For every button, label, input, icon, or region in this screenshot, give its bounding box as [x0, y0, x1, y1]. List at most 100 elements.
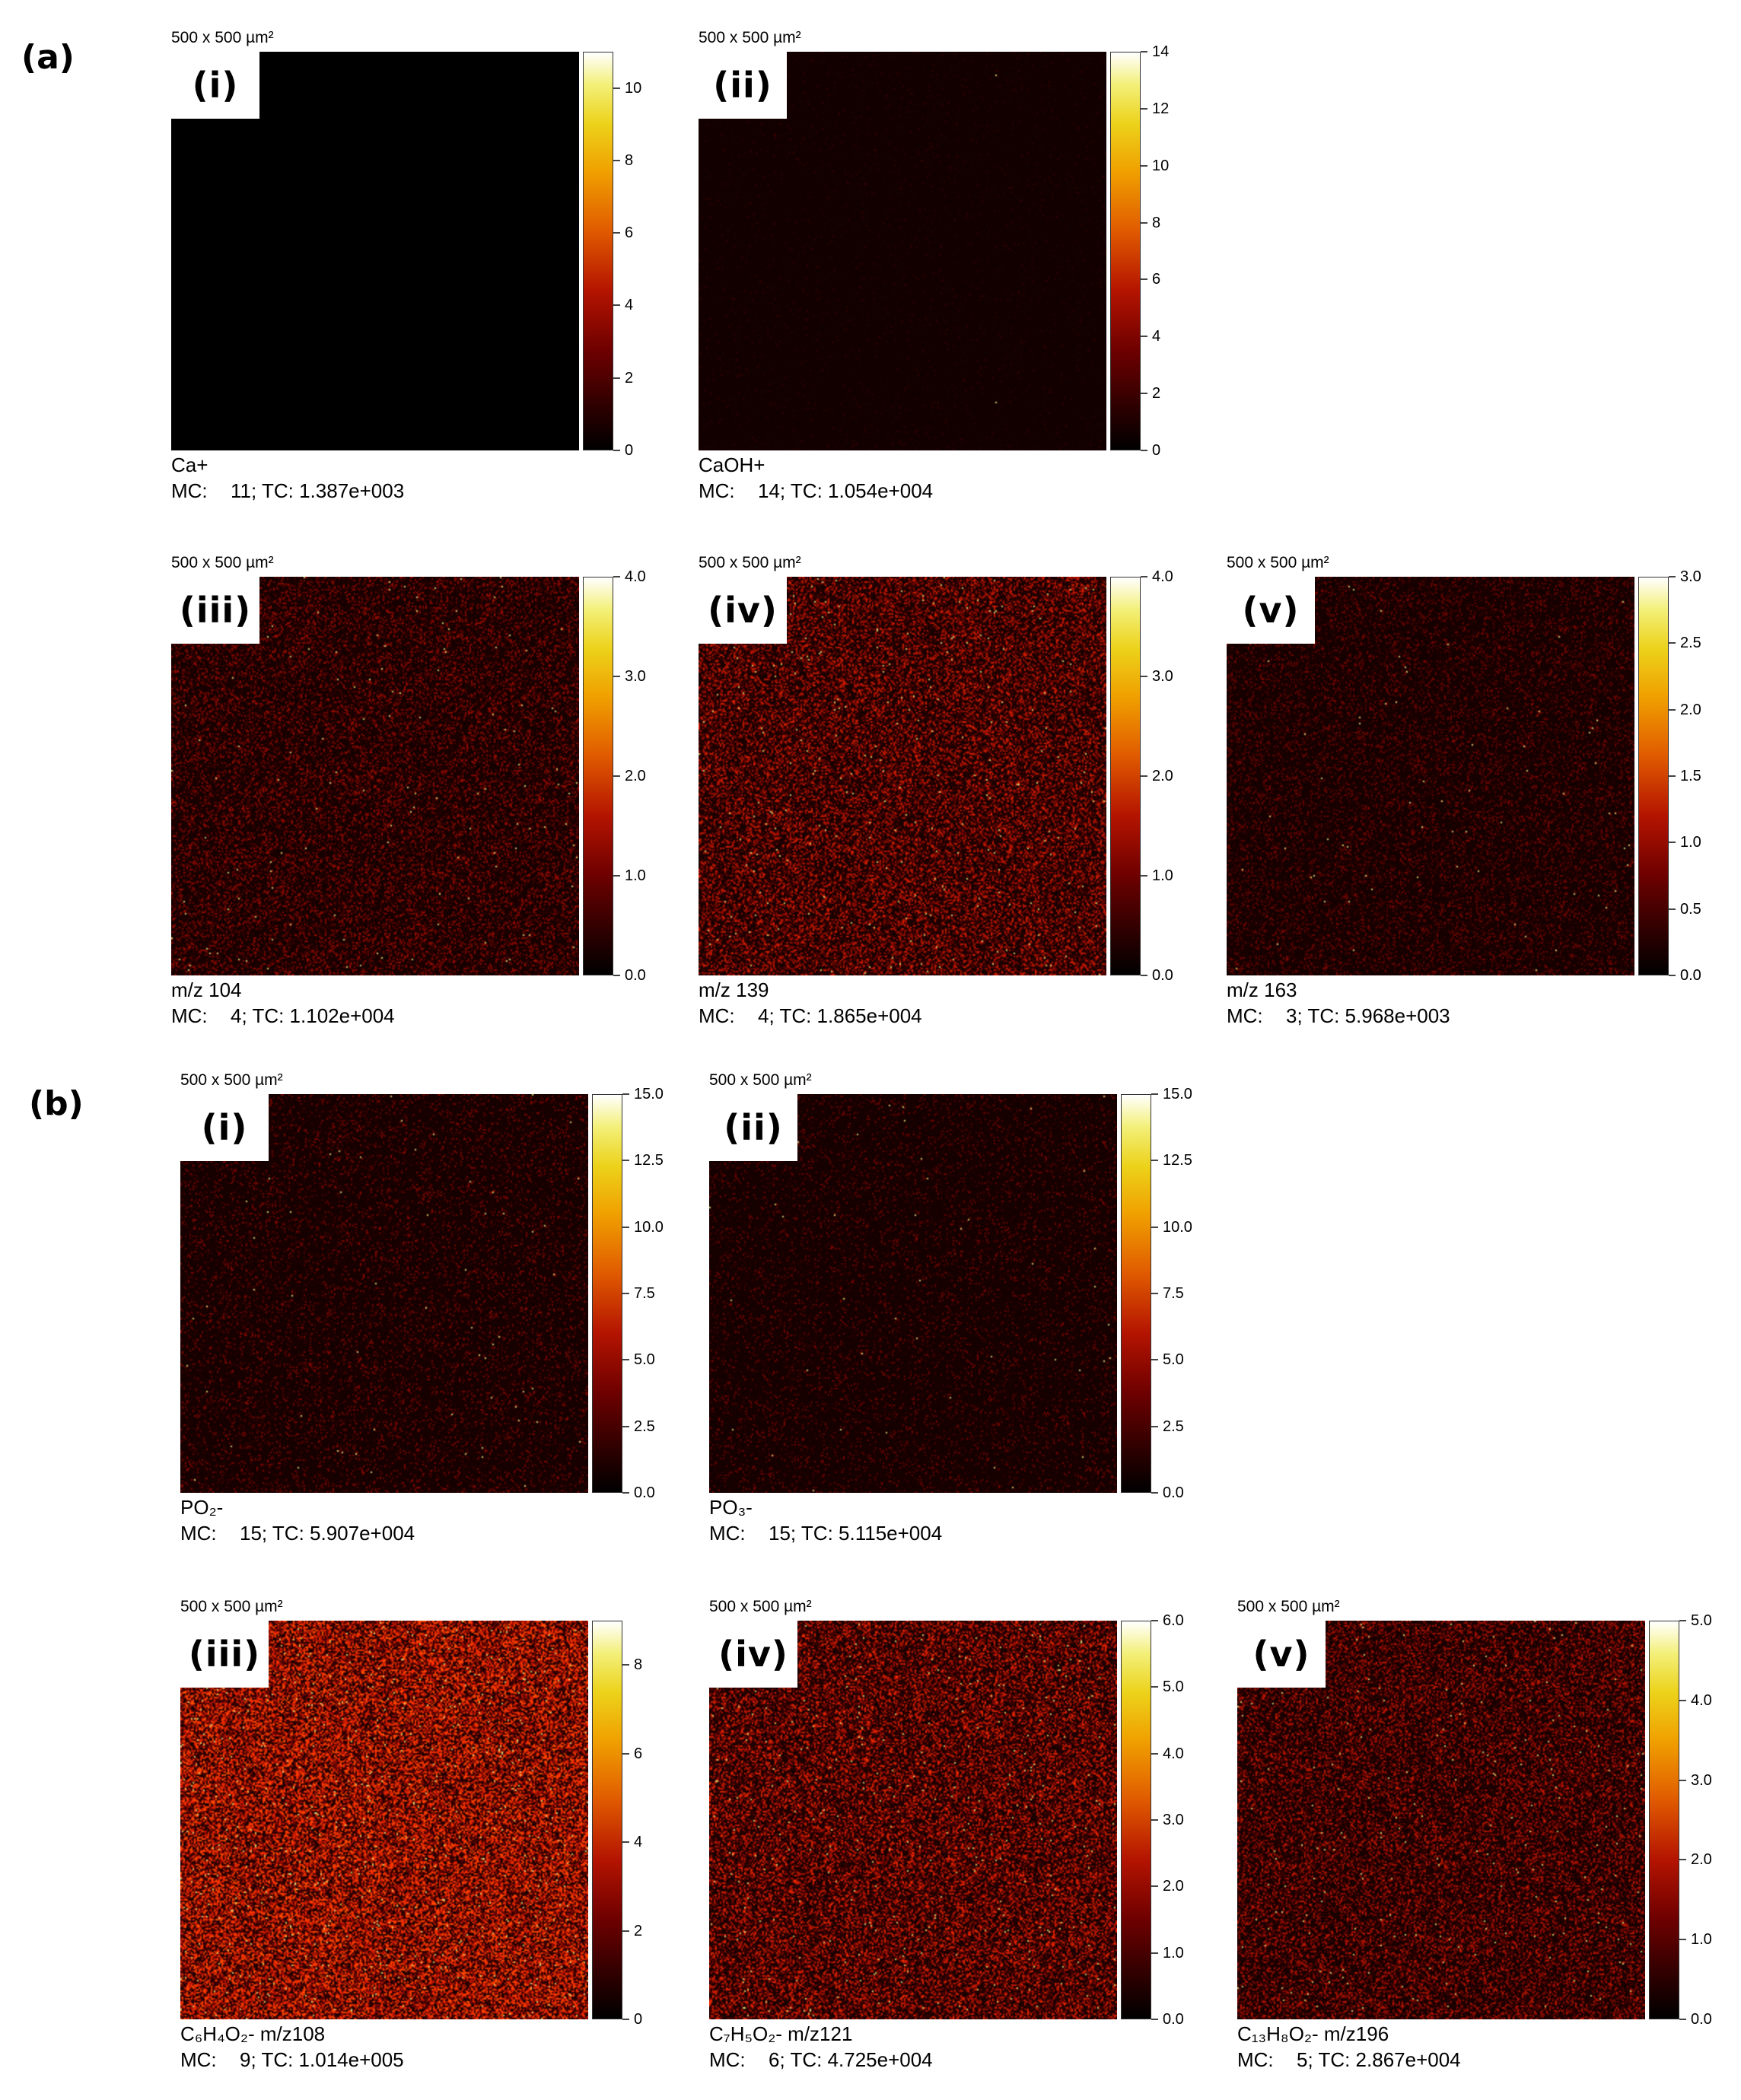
max-count: 5; [1297, 2048, 1313, 2071]
colorbar-tick [1151, 1359, 1158, 1361]
colorbar-tick [1679, 1859, 1686, 1861]
colorbar-tick [622, 1093, 629, 1095]
colorbar-tick-label: 0.0 [1152, 967, 1173, 984]
mc-label: MC: [709, 1522, 746, 1545]
max-count: 4; [758, 1004, 775, 1027]
colorbar-tick [613, 676, 620, 677]
colorbar-tick-label: 7.5 [1163, 1285, 1184, 1302]
total-count: TC: 2.867e+004 [1318, 2048, 1461, 2071]
species-label: m/z 104 [171, 978, 242, 1001]
colorbar-tick-label: 0.0 [1691, 2011, 1712, 2028]
max-count: 6; [769, 2048, 785, 2071]
colorbar-tick [613, 875, 620, 877]
colorbar-tick-label: 5.0 [1691, 1612, 1712, 1629]
colorbar-tick [1151, 1093, 1158, 1095]
count-stats: MC: 9; TC: 1.014e+005 [180, 2048, 404, 2072]
colorbar-tick-label: 12.5 [634, 1152, 664, 1169]
colorbar-tick-label: 5.0 [1163, 1678, 1184, 1696]
panel-b-iv: 500 x 500 µm² (iv) C₇H₅O₂- m/z121 MC: 6; TC:… [709, 1598, 1242, 2100]
max-count: 3; [1286, 1004, 1303, 1027]
colorbar-tick-label: 8 [634, 1656, 643, 1674]
total-count: TC: 1.865e+004 [779, 1004, 922, 1027]
colorbar-tick-label: 10.0 [1163, 1218, 1192, 1236]
colorbar-tick [1141, 676, 1147, 677]
scale-label: 500 x 500 µm² [180, 1071, 283, 1089]
max-count: 15; [769, 1522, 797, 1545]
colorbar-tick [1151, 2019, 1158, 2020]
colorbar-tick-label: 2.5 [1163, 1418, 1184, 1435]
colorbar-tick-label: 5.0 [634, 1351, 655, 1369]
panel-tag: (v) [1237, 1621, 1326, 1688]
colorbar-tick-label: 14 [1152, 43, 1170, 60]
colorbar [1110, 577, 1141, 975]
colorbar-tick [1151, 1492, 1158, 1494]
colorbar-tick [1669, 642, 1676, 644]
colorbar-tick-label: 10 [625, 79, 642, 97]
colorbar-tick [1141, 775, 1147, 777]
colorbar-tick [622, 1226, 629, 1228]
colorbar-tick-label: 10 [1152, 157, 1170, 174]
max-count: 11; [231, 479, 257, 502]
colorbar-tick [613, 377, 620, 379]
count-stats: MC: 3; TC: 5.968e+003 [1227, 1004, 1450, 1028]
count-stats: MC: 11; TC: 1.387e+003 [171, 479, 404, 503]
colorbar-tick-label: 4.0 [1163, 1745, 1184, 1762]
colorbar-tick-label: 6 [625, 224, 634, 242]
colorbar-tick-label: 2 [634, 1922, 643, 1939]
scale-label: 500 x 500 µm² [1237, 1598, 1340, 1615]
mc-label: MC: [180, 2048, 217, 2071]
species-label: m/z 139 [699, 978, 769, 1001]
mc-label: MC: [699, 1004, 735, 1027]
count-stats: MC: 15; TC: 5.115e+004 [709, 1522, 942, 1545]
colorbar-tick-label: 4 [1152, 328, 1161, 345]
species-label: PO₃- [709, 1496, 753, 1519]
colorbar-tick-label: 1.5 [1680, 768, 1701, 784]
colorbar-tick [622, 1752, 629, 1755]
panel-b-i: 500 x 500 µm² (i) PO₂- MC: 15; TC: 5.907e+00… [180, 1071, 713, 1573]
max-count: 15; [240, 1522, 268, 1545]
colorbar-tick-label: 0 [625, 442, 634, 459]
mc-label: MC: [171, 479, 208, 502]
colorbar [1638, 577, 1669, 975]
species-label: Ca+ [171, 453, 208, 476]
colorbar-tick-label: 15.0 [1163, 1086, 1192, 1102]
colorbar-tick-label: 3.0 [625, 668, 646, 685]
colorbar-tick-label: 4 [634, 1834, 643, 1851]
colorbar-tick [622, 1359, 629, 1361]
colorbar-tick [1141, 51, 1147, 52]
colorbar-tick-label: 6 [1152, 271, 1161, 288]
colorbar-tick [613, 450, 620, 451]
species-label: C₆H₄O₂- m/z108 [180, 2022, 326, 2045]
colorbar-tick-label: 2.0 [1680, 701, 1701, 718]
colorbar-tick [622, 1160, 629, 1162]
colorbar-tick-label: 4.0 [1691, 1691, 1712, 1709]
species-label: C₁₃H₈O₂- m/z196 [1237, 2022, 1389, 2045]
colorbar-tick [1669, 975, 1676, 976]
colorbar-tick-label: 2.5 [1680, 635, 1701, 652]
total-count: TC: 1.387e+003 [261, 479, 405, 502]
colorbar-tick-label: 4.0 [1152, 568, 1173, 585]
colorbar-tick [1151, 1620, 1158, 1621]
species-label: CaOH+ [699, 453, 765, 476]
panel-a-i: 500 x 500 µm² (i) Ca+ MC: 11; TC: 1.387e+003… [171, 29, 704, 531]
colorbar [592, 1094, 622, 1493]
colorbar-tick [622, 1492, 629, 1494]
total-count: TC: 1.054e+004 [790, 479, 934, 502]
colorbar [1121, 1621, 1151, 2019]
panel-tag: (v) [1227, 577, 1315, 644]
colorbar-tick-label: 2.0 [1691, 1851, 1712, 1869]
max-count: 4; [231, 1004, 247, 1027]
colorbar-tick [1141, 450, 1147, 451]
scale-label: 500 x 500 µm² [699, 554, 801, 571]
panel-tag: (iv) [709, 1621, 797, 1688]
section-label-b: (b) [29, 1084, 84, 1123]
panel-tag: (iv) [699, 577, 787, 644]
colorbar-tick [1141, 164, 1147, 167]
colorbar-tick-label: 2.0 [625, 768, 646, 784]
colorbar-tick-label: 1.0 [1691, 1931, 1712, 1949]
colorbar-tick-label: 0 [1152, 442, 1161, 459]
colorbar-tick [1669, 576, 1676, 578]
count-stats: MC: 4; TC: 1.865e+004 [699, 1004, 922, 1028]
colorbar-tick-label: 8 [625, 151, 634, 169]
section-label-a: (a) [21, 38, 75, 77]
